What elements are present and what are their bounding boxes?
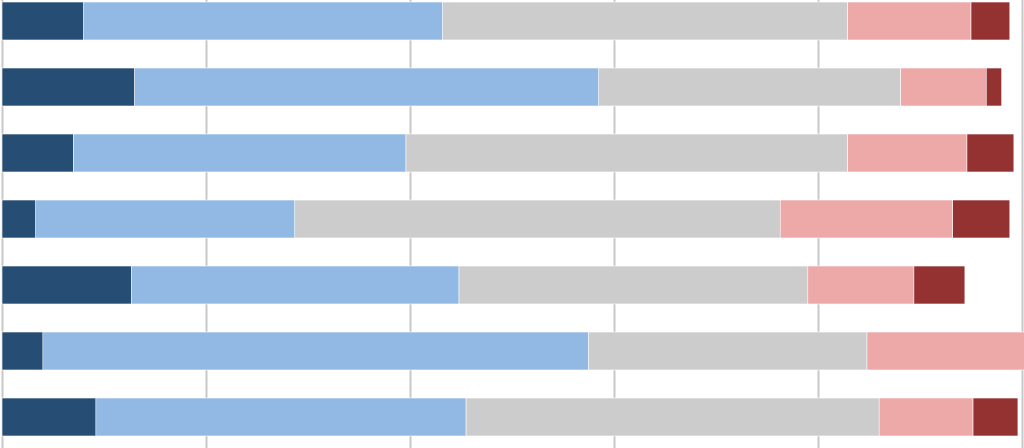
bar-segment — [42, 331, 589, 371]
bar-segment — [83, 1, 443, 41]
bar-segment — [913, 265, 966, 305]
bar-segment — [1, 67, 135, 107]
bar-segment — [1, 1, 84, 41]
bar-row — [1, 331, 1024, 371]
bar-row — [1, 199, 1011, 239]
bar-segment — [598, 67, 901, 107]
bar-segment — [779, 199, 953, 239]
bar-segment — [847, 133, 968, 173]
bar-segment — [294, 199, 781, 239]
bar-segment — [588, 331, 868, 371]
bar-row — [1, 133, 1015, 173]
bar-segment — [1, 397, 97, 437]
bar-segment — [985, 67, 1002, 107]
bar-segment — [1, 133, 74, 173]
bar-segment — [1, 265, 132, 305]
bar-segment — [847, 1, 972, 41]
bar-row — [1, 67, 1002, 107]
bar-segment — [807, 265, 915, 305]
bar-segment — [970, 1, 1011, 41]
bar-segment — [866, 331, 1024, 371]
bar-row — [1, 265, 966, 305]
bar-segment — [900, 67, 987, 107]
bar-row — [1, 1, 1011, 41]
bar-segment — [35, 199, 296, 239]
bar-segment — [442, 1, 848, 41]
bar-segment — [878, 397, 974, 437]
bar-segment — [73, 133, 407, 173]
bar-segment — [95, 397, 467, 437]
bar-segment — [405, 133, 848, 173]
bar-segment — [465, 397, 880, 437]
bar-segment — [972, 397, 1019, 437]
bar-segment — [966, 133, 1015, 173]
bar-row — [1, 397, 1019, 437]
bar-segment — [458, 265, 809, 305]
bar-rows — [1, 1, 1024, 437]
bar-segment — [1, 199, 36, 239]
bar-segment — [134, 67, 600, 107]
bar-segment — [1, 331, 44, 371]
bar-segment — [952, 199, 1011, 239]
bar-segment — [131, 265, 460, 305]
